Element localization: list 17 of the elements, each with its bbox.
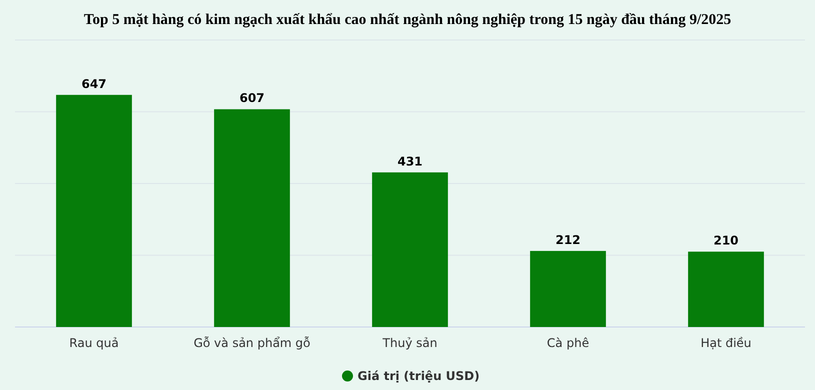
data-label: 607: [239, 91, 265, 106]
bar: [688, 252, 764, 327]
data-label: 647: [81, 76, 107, 91]
bar: [372, 172, 448, 327]
x-tick-label: Gỗ và sản phẩm gỗ: [194, 336, 310, 350]
data-label: 210: [713, 234, 739, 248]
x-tick-label: Hạt điều: [700, 336, 752, 350]
data-label: 431: [397, 154, 423, 168]
chart-title: Top 5 mặt hàng có kim ngạch xuất khẩu cao nhất ngành nông nghiệp trong 15 ngày đầu tháng 9/2025: [84, 12, 732, 28]
x-tick-label: Cà phê: [546, 336, 590, 350]
bar: [530, 250, 606, 327]
data-label: 212: [555, 232, 581, 247]
bar: [214, 109, 290, 327]
bar: [56, 94, 132, 327]
x-tick-label: Thuỷ sản: [382, 336, 438, 350]
x-tick-label: Rau quả: [69, 336, 119, 350]
legend-label: Giá trị (triệu USD): [358, 369, 480, 384]
